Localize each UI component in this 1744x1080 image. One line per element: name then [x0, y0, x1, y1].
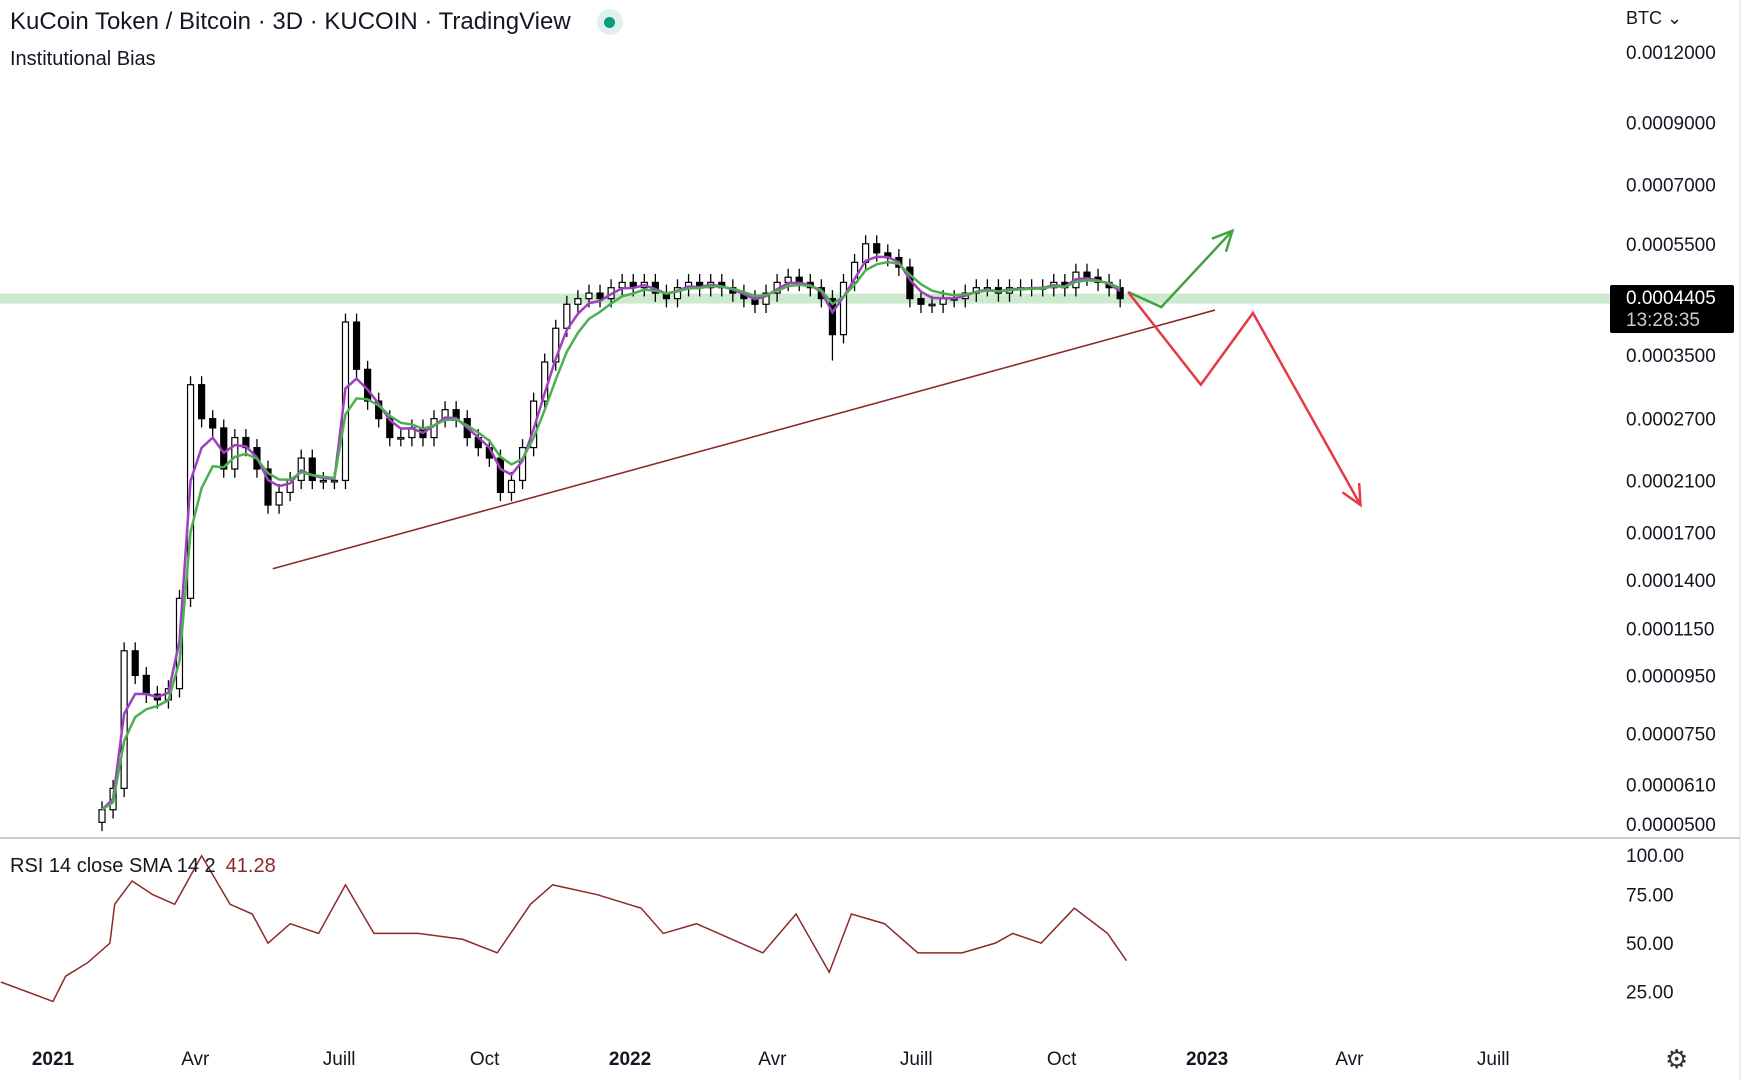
rsi-tick: 75.00 [1626, 886, 1674, 907]
candle [209, 418, 217, 429]
price-tick: 0.0002100 [1626, 471, 1716, 492]
rsi-legend[interactable]: RSI 14 close SMA 14 2 41.28 [10, 855, 276, 878]
rsi-tick: 50.00 [1626, 934, 1674, 955]
candle [530, 400, 538, 449]
candle-countdown: 13:28:35 [1626, 310, 1700, 331]
symbol-title: KuCoin Token / Bitcoin · 3D · KUCOIN · T… [10, 8, 571, 35]
price-tick: 0.0012000 [1626, 43, 1716, 64]
current-price: 0.0004405 [1626, 288, 1716, 309]
currency-selector[interactable]: BTC ⌄ [1626, 8, 1682, 29]
candle [352, 321, 361, 370]
candle [319, 479, 327, 483]
rsi-value: 41.28 [225, 855, 276, 877]
time-tick: 2023 [1186, 1049, 1228, 1070]
ema-fast-line [101, 255, 1121, 811]
candle [574, 298, 582, 305]
time-tick: Juill [1477, 1049, 1510, 1070]
price-tick: 0.0000500 [1626, 815, 1716, 836]
bearish-arrow [1127, 291, 1362, 506]
time-tick: Oct [1047, 1049, 1077, 1070]
price-tick: 0.0000950 [1626, 666, 1716, 687]
candle [618, 281, 626, 289]
currency-label: BTC [1626, 8, 1662, 28]
candle [784, 276, 792, 283]
candle [507, 479, 516, 494]
chart-title: KuCoin Token / Bitcoin · 3D · KUCOIN · T… [10, 8, 623, 36]
candle [264, 468, 272, 506]
candle [1083, 271, 1091, 278]
rsi-line [0, 854, 1128, 1003]
time-tick: Juill [323, 1049, 356, 1070]
candle [828, 298, 837, 336]
price-tick: 0.0001150 [1626, 619, 1714, 640]
chevron-down-icon: ⌄ [1667, 8, 1683, 28]
candle [330, 479, 339, 483]
candle [762, 292, 770, 305]
candle [341, 321, 350, 482]
candle [397, 436, 405, 440]
time-tick: 2021 [32, 1049, 75, 1070]
bearish-arrow-head [1341, 482, 1362, 508]
support-zone [0, 293, 1610, 304]
trendline [272, 309, 1216, 570]
price-tick: 0.0009000 [1626, 114, 1716, 135]
price-tick: 0.0003500 [1626, 346, 1716, 367]
indicator-label[interactable]: Institutional Bias [10, 48, 156, 70]
time-tick: Avr [1335, 1049, 1364, 1070]
time-tick: Oct [470, 1049, 500, 1070]
price-tick: 0.0000610 [1626, 775, 1716, 796]
current-price-tag: 0.0004405 13:28:35 [1610, 285, 1734, 333]
ema-slow-line [101, 260, 1121, 811]
price-tick: 0.0000750 [1626, 725, 1716, 746]
candle [364, 368, 372, 402]
rsi-tick: 100.00 [1626, 846, 1684, 867]
rsi-tick: 25.00 [1626, 983, 1674, 1004]
price-tick: 0.0001400 [1626, 571, 1716, 592]
time-tick: Avr [758, 1049, 787, 1070]
rsi-title: RSI 14 close SMA 14 2 [10, 855, 216, 877]
price-tick: 0.0002700 [1626, 410, 1716, 431]
candle [275, 491, 283, 506]
time-tick: Juill [900, 1049, 933, 1070]
main-pane [0, 228, 1610, 832]
candle [308, 457, 316, 482]
candle [142, 674, 150, 695]
candle [585, 292, 593, 300]
candle [98, 809, 106, 823]
price-tick: 0.0007000 [1626, 175, 1716, 196]
candle [917, 298, 925, 305]
bullish-arrow-head [1211, 228, 1235, 253]
gear-icon[interactable]: ⚙ [1665, 1044, 1689, 1074]
time-tick: Avr [181, 1049, 210, 1070]
candle [928, 303, 936, 307]
candle [131, 650, 139, 676]
price-tick: 0.0005500 [1626, 235, 1716, 256]
candle [198, 384, 206, 420]
bullish-arrow [1127, 229, 1234, 309]
price-tick: 0.0001700 [1626, 523, 1716, 544]
candle [873, 243, 881, 254]
time-tick: 2022 [609, 1049, 651, 1070]
candle [839, 281, 848, 336]
candle [231, 436, 239, 470]
candle [596, 292, 604, 300]
market-status-icon [596, 9, 623, 35]
